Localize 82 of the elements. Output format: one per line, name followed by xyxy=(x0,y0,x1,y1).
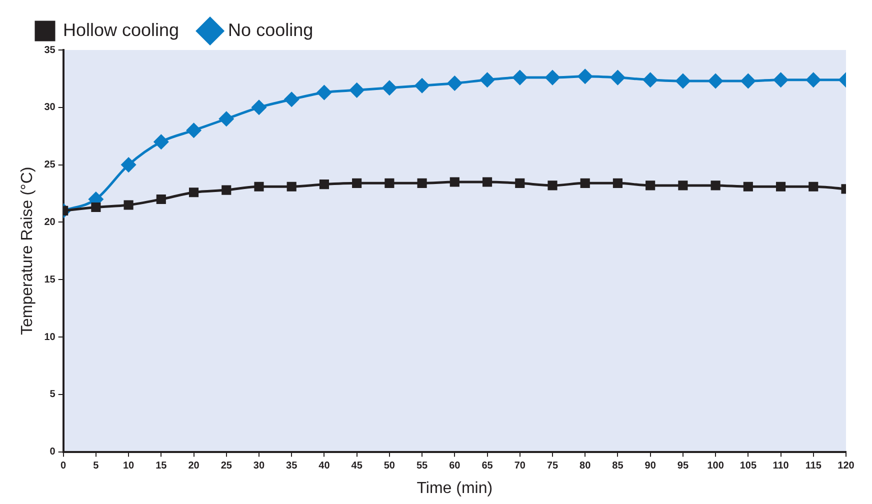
x-tick-label: 0 xyxy=(60,460,67,472)
y-tick-label: 5 xyxy=(50,389,56,400)
point xyxy=(482,177,492,187)
point xyxy=(512,70,528,85)
point xyxy=(480,72,495,88)
y-tick-label: 35 xyxy=(44,44,56,56)
x-tick-label: 25 xyxy=(220,460,232,472)
x-tick-label: 100 xyxy=(707,460,724,472)
point xyxy=(646,180,656,190)
point xyxy=(447,76,462,91)
x-tick-label: 55 xyxy=(416,460,428,472)
point xyxy=(319,180,329,190)
legend-label: No cooling xyxy=(228,20,314,40)
point xyxy=(219,112,234,126)
x-tick-label: 120 xyxy=(838,460,855,472)
point xyxy=(188,188,199,198)
point xyxy=(743,182,753,192)
point xyxy=(643,72,658,88)
point xyxy=(710,180,720,190)
x-tick-label: 70 xyxy=(514,460,526,472)
x-axis-title: Time (min) xyxy=(416,480,493,497)
x-tick-label: 65 xyxy=(482,460,494,472)
point xyxy=(740,74,756,88)
point xyxy=(774,72,788,88)
point xyxy=(186,123,202,138)
point xyxy=(580,178,590,188)
x-tick-label: 95 xyxy=(677,460,689,472)
x-tick-label: 30 xyxy=(253,460,265,472)
point xyxy=(414,78,430,93)
x-tick-label: 50 xyxy=(384,460,396,472)
point xyxy=(124,200,134,210)
x-tick-label: 60 xyxy=(449,460,461,472)
x-tick-label: 45 xyxy=(351,460,363,472)
y-tick-label: 15 xyxy=(44,274,56,286)
point xyxy=(708,74,723,88)
x-tick-label: 85 xyxy=(612,460,624,472)
point xyxy=(578,69,592,84)
point xyxy=(545,70,560,85)
point xyxy=(548,180,558,190)
point xyxy=(352,178,362,188)
point xyxy=(316,85,332,100)
point xyxy=(676,74,690,88)
y-tick-label: 10 xyxy=(44,332,56,343)
point xyxy=(515,178,525,188)
x-tick-label: 20 xyxy=(188,460,200,472)
point xyxy=(91,202,101,212)
point xyxy=(612,178,623,188)
point xyxy=(286,182,296,192)
x-tick-label: 75 xyxy=(546,460,558,472)
x-tick-label: 110 xyxy=(772,460,790,472)
x-tick-label: 5 xyxy=(93,460,100,472)
point xyxy=(417,178,427,188)
point xyxy=(776,182,786,192)
point xyxy=(384,178,394,188)
x-tick-label: 105 xyxy=(740,460,757,472)
point xyxy=(156,194,166,204)
y-tick-label: 20 xyxy=(44,216,56,228)
legend-label: Hollow cooling xyxy=(63,20,180,40)
point xyxy=(121,158,136,172)
y-axis-title: Temperature Raise (°C) xyxy=(19,166,36,336)
x-tick-label: 35 xyxy=(286,460,298,472)
point xyxy=(154,134,168,150)
point xyxy=(284,92,299,107)
point xyxy=(678,180,688,190)
y-tick-label: 0 xyxy=(50,446,56,458)
x-tick-label: 15 xyxy=(156,460,168,472)
x-tick-label: 90 xyxy=(644,460,656,472)
y-tick-label: 30 xyxy=(44,102,56,114)
x-tick-label: 40 xyxy=(318,460,330,472)
point xyxy=(382,80,397,96)
point xyxy=(350,82,364,98)
point xyxy=(806,72,821,88)
point xyxy=(450,177,460,187)
point xyxy=(252,100,266,115)
x-tick-label: 80 xyxy=(580,460,592,472)
point xyxy=(254,182,264,192)
point xyxy=(610,70,625,85)
point xyxy=(222,185,232,195)
x-tick-label: 115 xyxy=(805,460,822,472)
y-tick-label: 25 xyxy=(44,160,56,171)
point xyxy=(808,182,818,192)
x-tick-label: 10 xyxy=(122,460,135,472)
